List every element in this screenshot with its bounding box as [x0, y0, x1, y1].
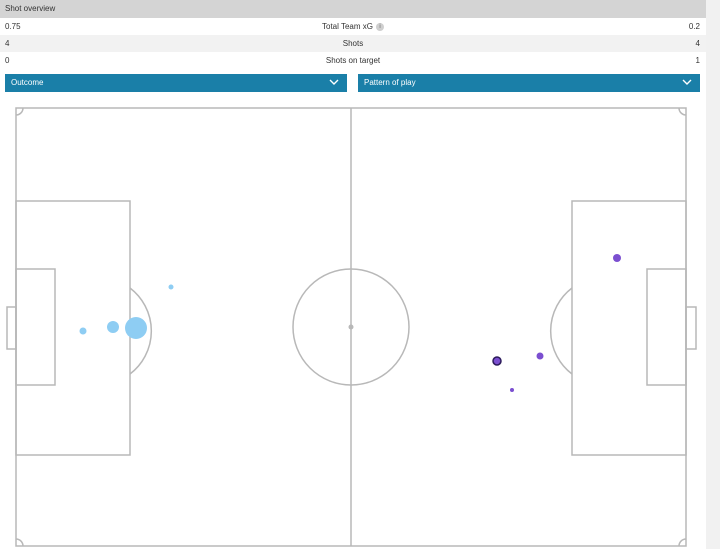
right-penalty-arc: [549, 287, 573, 375]
home-shot-marker[interactable]: [79, 327, 87, 335]
away-shot-on-target-marker[interactable]: [492, 356, 502, 366]
stat-label-shots: Shots: [342, 39, 364, 48]
chevron-down-icon: [682, 79, 692, 85]
right-goal: [685, 306, 697, 350]
corner-arc-bottom-left: [15, 538, 24, 547]
pattern-of-play-dropdown-label: Pattern of play: [364, 78, 416, 87]
outcome-dropdown[interactable]: Outcome: [5, 74, 347, 92]
chevron-down-icon: [329, 79, 339, 85]
stat-row-shots-on-target: 0 Shots on target 1: [0, 52, 706, 69]
center-circle: [292, 268, 410, 386]
stat-label-shots-on-target: Shots on target: [325, 56, 381, 65]
home-xg-value: 0.75: [5, 22, 21, 31]
stat-row-shots: 4 Shots 4: [0, 35, 706, 52]
outcome-dropdown-label: Outcome: [11, 78, 44, 87]
home-shots-on-target-value: 0: [5, 56, 10, 65]
left-penalty-arc: [129, 287, 153, 375]
shot-overview-header: Shot overview: [0, 0, 706, 18]
left-goal: [6, 306, 17, 350]
left-six-yard-box: [15, 268, 56, 386]
corner-arc-bottom-right: [678, 538, 687, 547]
corner-arc-top-left: [15, 107, 24, 116]
home-shots-value: 4: [5, 39, 10, 48]
stat-row-xg: 0.75 Total Team xG i 0.2: [0, 18, 706, 35]
away-xg-value: 0.2: [688, 22, 700, 31]
scrollbar[interactable]: [706, 0, 720, 549]
home-shots: [79, 284, 174, 339]
away-shot-marker[interactable]: [536, 352, 544, 360]
home-shot-marker[interactable]: [168, 284, 174, 290]
right-penalty-area: [571, 200, 687, 456]
away-shots-on-target-value: 1: [695, 56, 700, 65]
shot-map-pitch: [6, 107, 697, 547]
home-shot-marker[interactable]: [107, 321, 119, 333]
away-shots: [492, 254, 621, 392]
pattern-of-play-dropdown[interactable]: Pattern of play: [358, 74, 700, 92]
stat-label-xg: Total Team xG i: [0, 18, 706, 35]
corner-arc-top-right: [678, 107, 687, 116]
info-icon[interactable]: i: [375, 22, 384, 31]
center-spot: [348, 324, 354, 330]
away-shots-value: 4: [695, 39, 700, 48]
right-six-yard-box: [646, 268, 687, 386]
away-shot-marker[interactable]: [613, 254, 621, 262]
away-shot-marker[interactable]: [510, 388, 514, 392]
home-shot-marker[interactable]: [125, 317, 147, 339]
